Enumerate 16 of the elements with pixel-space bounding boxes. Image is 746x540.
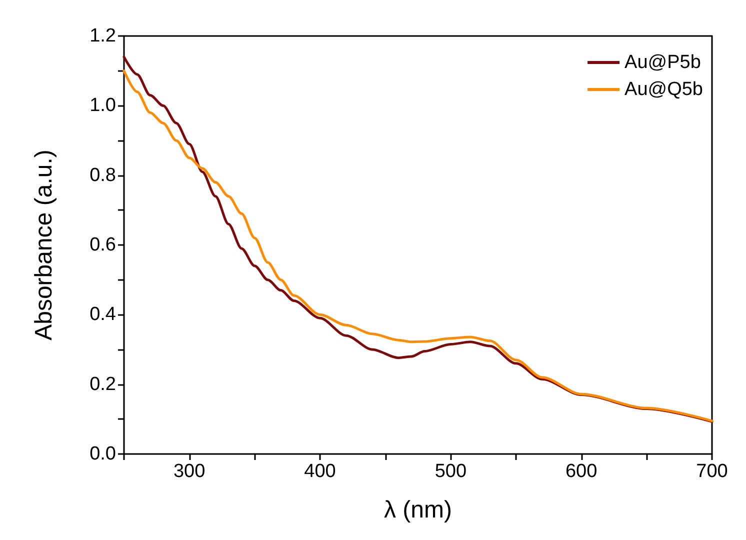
- x-tick-label: 500: [434, 461, 467, 482]
- y-tick-label: 1.0: [90, 95, 116, 116]
- legend-label: Au@P5b: [624, 52, 701, 73]
- y-tick-label: 0.6: [90, 234, 116, 256]
- x-tick-label: 600: [565, 461, 598, 482]
- y-tick-label: 0.0: [90, 444, 116, 464]
- y-tick-label: 0.4: [90, 304, 116, 326]
- y-tick-label: 0.8: [90, 164, 116, 186]
- x-axis-title: λ (nm): [384, 496, 452, 524]
- y-axis-title: Absorbance (a.u.): [30, 150, 58, 340]
- x-tick-label: 300: [173, 461, 206, 482]
- x-tick-label: 700: [696, 461, 728, 482]
- y-tick-label: 1.2: [90, 26, 116, 46]
- x-tick-label: 400: [304, 461, 336, 482]
- legend-label: Au@Q5b: [624, 79, 704, 100]
- y-tick-label: 0.2: [90, 374, 116, 395]
